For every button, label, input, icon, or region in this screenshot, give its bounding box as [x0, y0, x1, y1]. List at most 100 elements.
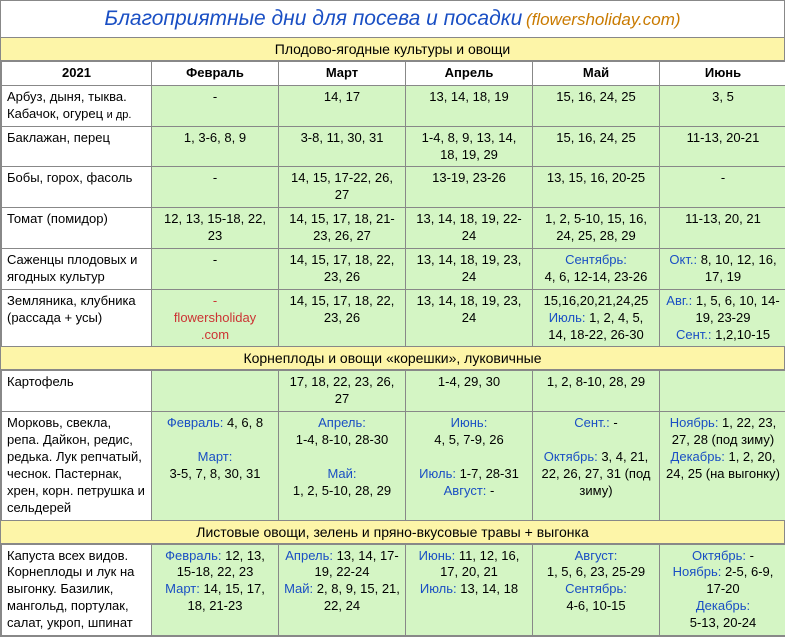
value-cell: Ноябрь: 1, 22, 23, 27, 28 (под зиму)Дека…	[660, 412, 785, 520]
value-cell: 1, 2, 8-10, 28, 29	[533, 371, 660, 412]
value-cell: 11-13, 20, 21	[660, 208, 785, 249]
dates: 4, 6, 12-14, 23-26	[545, 269, 648, 284]
section-3-table: Капуста всех видов. Корнеплоды и лук на …	[1, 544, 785, 636]
crop-sub: и др.	[107, 109, 132, 121]
month-mar: Март	[279, 62, 406, 86]
dates: 14, 15, 17, 18, 21-23	[188, 581, 265, 613]
value-cell: 1, 3-6, 8, 9	[152, 126, 279, 167]
value-cell: 1-4, 8, 9, 13, 14, 18, 19, 29	[406, 126, 533, 167]
crop-cell: Арбуз, дыня, тыква. Кабачок, огурец и др…	[2, 85, 152, 126]
value-cell: -	[660, 167, 785, 208]
dates: 5-13, 20-24	[690, 615, 757, 630]
dates: 15,16,20,21,24,25	[544, 293, 649, 308]
dates: 1, 2, 5-10, 28, 29	[293, 483, 391, 498]
value-cell: 13, 14, 18, 19, 23, 24	[406, 289, 533, 347]
dates: 13, 14, 18	[457, 581, 518, 596]
value-cell: Июнь: 11, 12, 16, 17, 20, 21Июль: 13, 14…	[406, 544, 533, 635]
value-cell: Апрель: 13, 14, 17-19, 22-24Май: 2, 8, 9…	[279, 544, 406, 635]
value-cell: 14, 17	[279, 85, 406, 126]
value-cell: Февраль: 4, 6, 8Март:3-5, 7, 8, 30, 31	[152, 412, 279, 520]
header-row: 2021 Февраль Март Апрель Май Июнь	[2, 62, 785, 86]
value-cell: 11-13, 20-21	[660, 126, 785, 167]
month-label: Авг.:	[666, 293, 692, 308]
month-label: Май:	[327, 466, 356, 481]
title-source: (flowersholiday.com)	[526, 10, 681, 29]
month-label: Окт.:	[669, 252, 697, 267]
month-jun: Июнь	[660, 62, 785, 86]
month-label: Июнь:	[419, 548, 456, 563]
month-label: Сентябрь:	[565, 581, 627, 596]
dates: -	[486, 483, 494, 498]
month-label: Октябрь:	[544, 449, 598, 464]
main-title: Благоприятные дни для посева и посадки (…	[1, 1, 784, 38]
month-apr: Апрель	[406, 62, 533, 86]
month-label: Июль:	[549, 310, 586, 325]
crop-cell: Бобы, горох, фасоль	[2, 167, 152, 208]
section-2-header: Корнеплоды и овощи «корешки», луковичные	[1, 347, 784, 370]
dates: 1,2,10-15	[712, 327, 771, 342]
value-cell: -	[152, 249, 279, 290]
month-label: Август:	[575, 548, 618, 563]
table-row: Бобы, горох, фасоль - 14, 15, 17-22, 26,…	[2, 167, 785, 208]
dates: 4-6, 10-15	[566, 598, 625, 613]
crop-cell: Томат (помидор)	[2, 208, 152, 249]
value-cell: 13, 14, 18, 19, 23, 24	[406, 249, 533, 290]
value-cell: Авг.: 1, 5, 6, 10, 14-19, 23-29 Сент.: 1,…	[660, 289, 785, 347]
month-label: Ноябрь:	[670, 415, 719, 430]
value-cell: 1-4, 29, 30	[406, 371, 533, 412]
value-cell: 15, 16, 24, 25	[533, 126, 660, 167]
dates: 4, 6, 8	[223, 415, 263, 430]
table-row: Земляника, клубника (рассада + усы) -flo…	[2, 289, 785, 347]
value-cell: 3, 5	[660, 85, 785, 126]
month-label: Апрель:	[285, 548, 333, 563]
value-cell: Сент.: -Октябрь: 3, 4, 21, 22, 26, 27, 3…	[533, 412, 660, 520]
value-cell	[660, 371, 785, 412]
value-cell: 13, 15, 16, 20-25	[533, 167, 660, 208]
table-row: Картофель 17, 18, 22, 23, 26, 27 1-4, 29…	[2, 371, 785, 412]
dates: -	[610, 415, 618, 430]
crop-cell: Морковь, свекла, репа. Дайкон, редис, ре…	[2, 412, 152, 520]
table-row: Арбуз, дыня, тыква. Кабачок, огурец и др…	[2, 85, 785, 126]
calendar-table: Благоприятные дни для посева и посадки (…	[0, 0, 785, 637]
month-label: Декабрь:	[671, 449, 725, 464]
section-2-table: Картофель 17, 18, 22, 23, 26, 27 1-4, 29…	[1, 370, 785, 520]
value-cell: 14, 15, 17, 18, 22, 23, 26	[279, 249, 406, 290]
month-label: Июль:	[420, 581, 457, 596]
section-1-table: 2021 Февраль Март Апрель Май Июнь Арбуз,…	[1, 61, 785, 347]
value-cell: 13, 14, 18, 19, 22-24	[406, 208, 533, 249]
dates: 1, 5, 6, 10, 14-19, 23-29	[692, 293, 779, 325]
value-cell: Февраль: 12, 13, 15-18, 22, 23Март: 14, …	[152, 544, 279, 635]
value-cell: 13, 14, 18, 19	[406, 85, 533, 126]
month-label: Декабрь:	[696, 598, 750, 613]
dates: 2, 8, 9, 15, 21, 22, 24	[313, 581, 400, 613]
crop-cell: Земляника, клубника (рассада + усы)	[2, 289, 152, 347]
month-feb: Февраль	[152, 62, 279, 86]
dates: 1-7, 28-31	[456, 466, 519, 481]
value-cell: 12, 13, 15-18, 22, 23	[152, 208, 279, 249]
value-cell: Июнь:4, 5, 7-9, 26Июль: 1-7, 28-31Август…	[406, 412, 533, 520]
table-row: Морковь, свекла, репа. Дайкон, редис, ре…	[2, 412, 785, 520]
section-1-header: Плодово-ягодные культуры и овощи	[1, 38, 784, 61]
value-cell: Сентябрь:4, 6, 12-14, 23-26	[533, 249, 660, 290]
month-may: Май	[533, 62, 660, 86]
month-label: Сент.:	[574, 415, 610, 430]
value-cell: Окт.: 8, 10, 12, 16, 17, 19	[660, 249, 785, 290]
section-3-header: Листовые овощи, зелень и пряно-вкусовые …	[1, 521, 784, 544]
month-label: Апрель:	[318, 415, 366, 430]
value-cell: 17, 18, 22, 23, 26, 27	[279, 371, 406, 412]
crop-cell: Баклажан, перец	[2, 126, 152, 167]
value-cell: Август:1, 5, 6, 23, 25-29Сентябрь:4-6, 1…	[533, 544, 660, 635]
value-cell: -	[152, 167, 279, 208]
month-label: Октябрь:	[692, 548, 746, 563]
value-cell: 14, 15, 17, 18, 22, 23, 26	[279, 289, 406, 347]
month-label: Август:	[444, 483, 487, 498]
crop-cell: Капуста всех видов. Корнеплоды и лук на …	[2, 544, 152, 635]
crop-cell: Саженцы плодовых и ягодных культур	[2, 249, 152, 290]
watermark-text: flowersholiday	[174, 310, 256, 325]
crop-cell: Картофель	[2, 371, 152, 412]
month-label: Март:	[198, 449, 233, 464]
dates: 1-4, 8-10, 28-30	[296, 432, 389, 447]
month-label: Сент.:	[676, 327, 712, 342]
value-cell: 15,16,20,21,24,25Июль: 1, 2, 4, 5, 14, 1…	[533, 289, 660, 347]
value-cell	[152, 371, 279, 412]
